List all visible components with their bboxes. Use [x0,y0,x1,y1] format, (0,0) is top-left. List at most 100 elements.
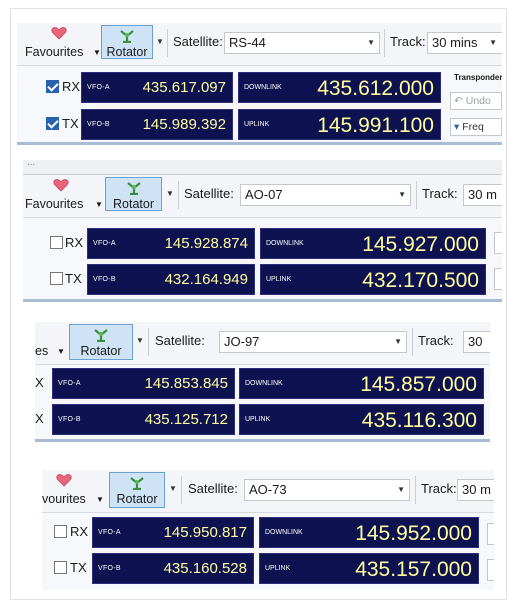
favourites-label: Favourites [25,45,84,59]
vfo-b-value: 145.989.392 [142,116,226,133]
freq-label: Freq [462,121,484,133]
vfo-a-value: 145.853.845 [144,375,228,392]
vfo-a-label: VFO-A [58,380,81,387]
satellite-label: Satellite: [173,34,223,49]
rotator-button[interactable]: Rotator [69,324,133,360]
favourites-label[interactable]: es [35,344,49,358]
antenna-icon [130,477,144,490]
rx-checkbox[interactable] [50,236,63,249]
vfo-b-label: VFO-B [58,416,81,423]
side-panel-stub [494,232,502,254]
rx-checkbox[interactable] [54,525,67,538]
track-select[interactable]: 30 m [457,479,494,501]
track-select[interactable]: 30 m [463,184,502,206]
uplink-display: UPLINK 435.116.300 [239,404,484,435]
panel-jo97: es ▼ Rotator ▼ Satellite: JO-97 ▼ Track:… [35,322,490,442]
uplink-value: 145.991.100 [317,114,434,137]
separator [416,181,417,209]
tx-row: TX VFO-B 145.989.392 UPLINK 145.991.100 [17,107,502,143]
vfo-a-display: VFO-A 145.928.874 [87,228,255,259]
rotator-label: Rotator [80,344,122,358]
track-value: 30 m [462,482,491,497]
track-value: 30 m [468,187,497,202]
track-select[interactable]: 30 [463,331,490,353]
satellite-select[interactable]: AO-73 ▼ [244,479,410,501]
freq-button[interactable]: ▾ Freq [450,118,502,136]
panel-rail [17,142,502,145]
tx-checkbox[interactable] [50,272,63,285]
transponder-label: Transponder [454,73,502,82]
chevron-down-icon: ▼ [93,48,101,57]
separator [167,29,168,57]
satellite-value: AO-73 [249,482,287,497]
uplink-label: UPLINK [244,121,270,128]
favourites-label: vourites [42,492,86,506]
downlink-value: 145.857.000 [360,373,477,396]
chevron-down-icon: ▼ [96,495,104,504]
rotator-dropdown-icon[interactable]: ▼ [156,37,164,46]
favourites-button[interactable]: vourites ▼ [42,470,106,510]
downlink-value: 145.952.000 [355,522,472,545]
vfo-a-label: VFO-A [87,84,110,91]
rotator-dropdown-icon[interactable]: ▼ [136,336,144,345]
side-panel-stub [494,268,502,290]
vfo-b-label: VFO-B [93,276,116,283]
toolbar: vourites ▼ Rotator ▼ Satellite: AO-73 ▼ … [42,470,494,513]
vfo-b-value: 435.125.712 [144,411,228,428]
rx-row: X VFO-A 145.853.845 DOWNLINK 145.857.000 [35,366,490,402]
rotator-dropdown-icon[interactable]: ▼ [169,484,177,493]
rx-checkbox[interactable] [46,80,59,93]
panel-ao07: ... Favourites ▼ Rotator ▼ Satellite: AO… [23,160,502,302]
vfo-a-display: VFO-A 435.617.097 [81,72,233,103]
satellite-select[interactable]: RS-44 ▼ [224,32,380,54]
track-select[interactable]: 30 mins ▼ [427,32,502,54]
satellite-select[interactable]: JO-97 ▼ [219,331,407,353]
uplink-label: UPLINK [265,565,291,572]
satellite-value: JO-97 [224,334,260,349]
uplink-value: 435.157.000 [355,558,472,581]
uplink-display: UPLINK 435.157.000 [259,553,479,584]
tabs-overflow: ... [27,160,36,168]
chevron-down-icon: ▼ [95,200,103,209]
rx-label: RX [70,524,89,539]
tx-checkbox[interactable] [46,117,59,130]
vfo-a-display: VFO-A 145.950.817 [92,517,254,548]
antenna-icon [126,182,141,195]
satellite-label: Satellite: [184,186,234,201]
downlink-display: DOWNLINK 145.857.000 [239,368,484,399]
antenna-icon [120,30,134,43]
rotator-button[interactable]: Rotator [101,25,153,59]
panel-rail [35,439,490,442]
downlink-display: DOWNLINK 145.927.000 [260,228,486,259]
vfo-b-value: 432.164.949 [164,271,248,288]
track-value: 30 mins [432,35,478,50]
heart-icon [51,27,67,40]
chevron-down-icon[interactable]: ▼ [57,347,65,356]
favourites-button[interactable]: Favourites ▼ [25,175,103,215]
vfo-b-value: 435.160.528 [163,560,247,577]
separator [415,476,416,504]
rotator-button[interactable]: Rotator [105,177,162,211]
downlink-display: DOWNLINK 145.952.000 [259,517,479,548]
chevron-down-icon: ▼ [398,190,406,199]
satellite-select[interactable]: AO-07 ▼ [240,184,411,206]
track-label: Track: [418,333,454,348]
vfo-b-display: VFO-B 435.160.528 [92,553,254,584]
satellite-label: Satellite: [155,333,205,348]
rotator-label: Rotator [116,492,158,506]
favourites-button[interactable]: Favourites ▼ [25,23,101,63]
rotator-label: Rotator [106,45,148,59]
side-panel-stub [487,523,494,545]
toolbar: Favourites ▼ Rotator ▼ Satellite: RS-44 … [17,23,502,66]
vfo-b-display: VFO-B 432.164.949 [87,264,255,295]
chevron-down-icon: ▼ [394,337,402,346]
rotator-button[interactable]: Rotator [109,472,165,508]
undo-button[interactable]: ↶ Undo [450,92,502,110]
undo-label: Undo [465,95,491,107]
vfo-a-label: VFO-A [98,529,121,536]
rx-row: RX VFO-A 435.617.097 DOWNLINK 435.612.00… [17,70,502,106]
tx-checkbox[interactable] [54,561,67,574]
heart-icon [56,474,72,487]
rotator-dropdown-icon[interactable]: ▼ [166,189,174,198]
rx-row: RX VFO-A 145.928.874 DOWNLINK 145.927.00… [23,226,502,262]
